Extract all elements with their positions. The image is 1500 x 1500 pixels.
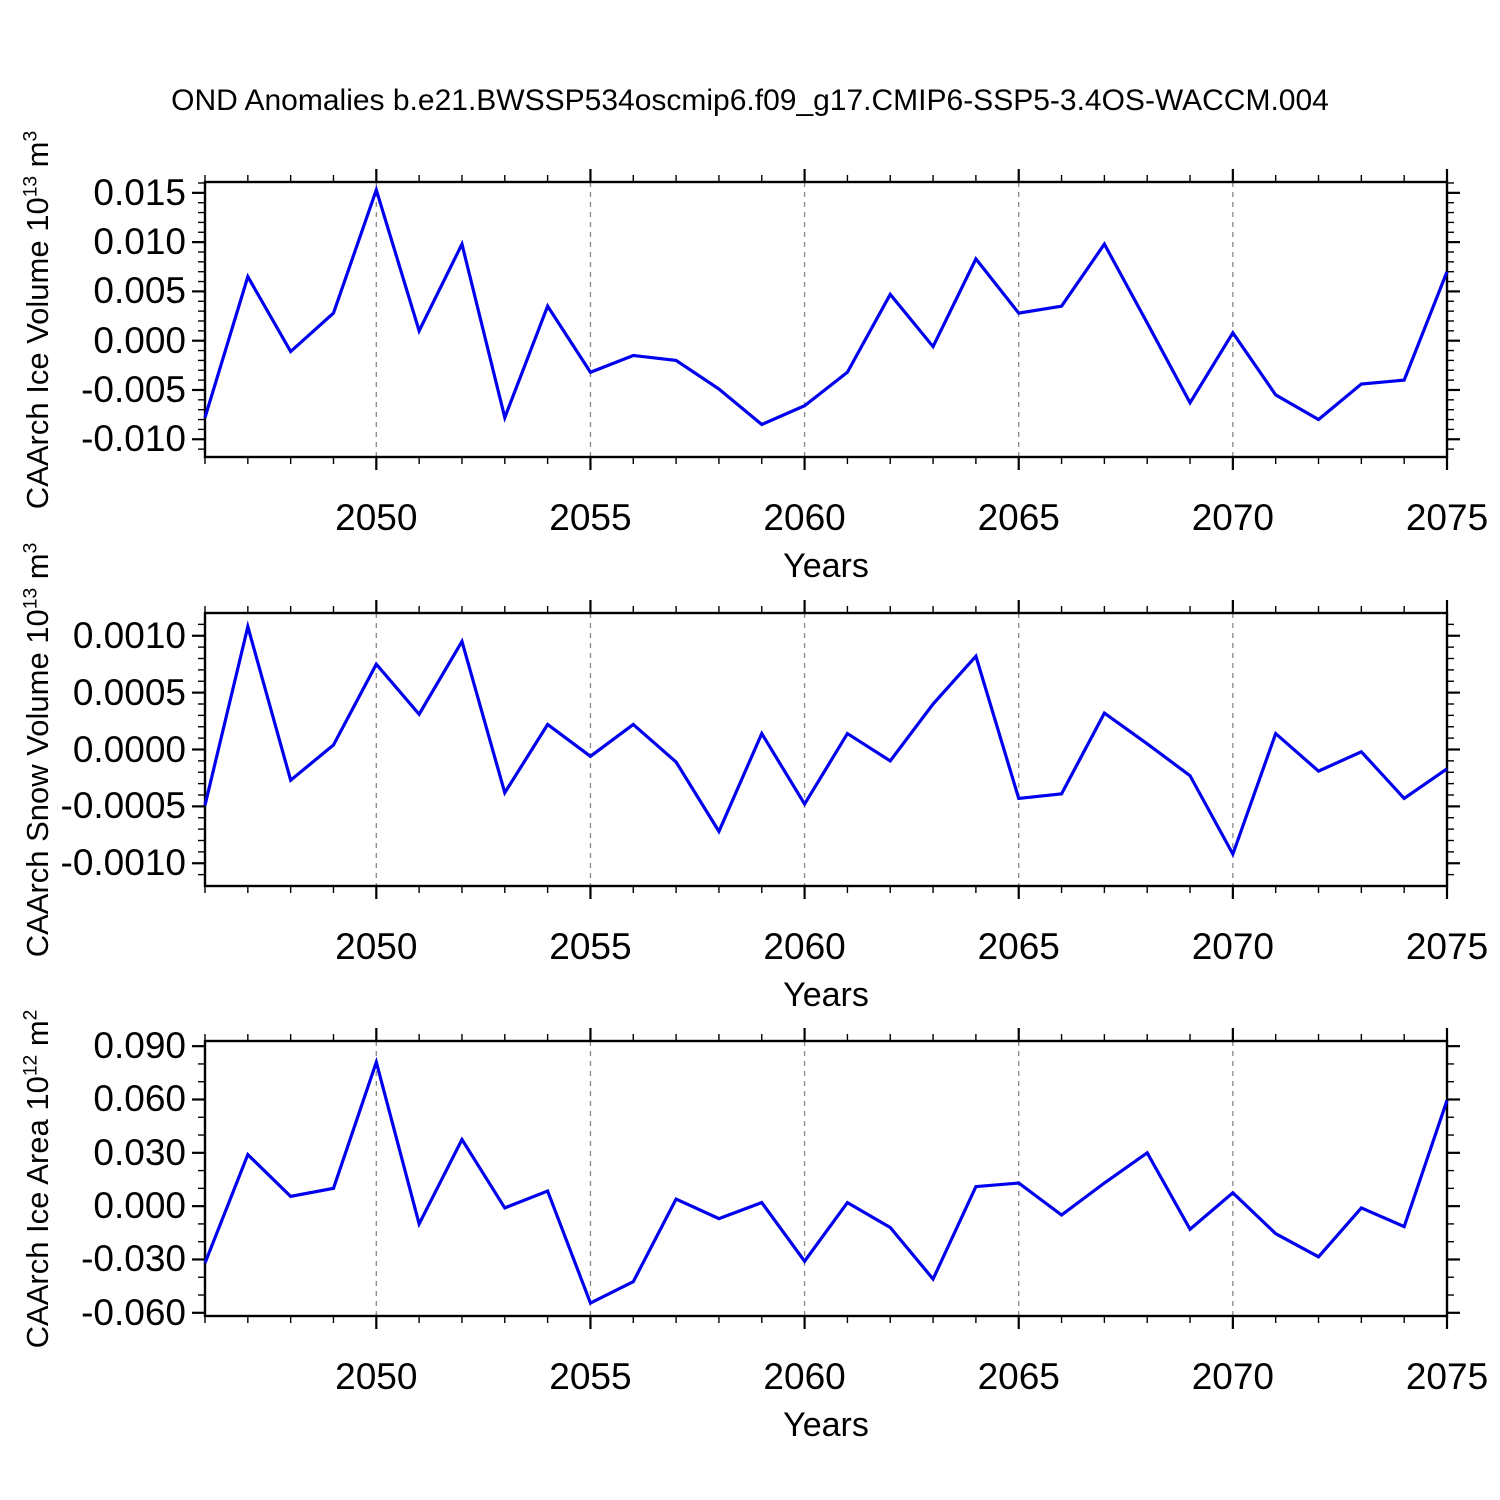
panel1-x-tick-label: 2060 [763, 497, 846, 538]
panel2-x-tick-label: 2060 [763, 926, 846, 967]
panel1-y-tick-label: -0.010 [81, 418, 186, 460]
panel3-x-tick-label: 2070 [1191, 1356, 1275, 1397]
panel2-x-tick-label: 2070 [1191, 926, 1275, 967]
plot-box [203, 180, 1449, 459]
panel2-y-tick-label: 0.0000 [72, 728, 186, 770]
plot-box [203, 611, 1449, 888]
panel3-x-tick-label: 2055 [549, 1356, 632, 1397]
chart-title: OND Anomalies b.e21.BWSSP534oscmip6.f09_… [171, 84, 1329, 117]
panel1-y-tick-label: -0.005 [81, 368, 186, 410]
panel2-y-tick-label: 0.0010 [72, 614, 186, 656]
panel3-data-line [203, 1056, 1449, 1306]
panel3-y-tick-label: 0.060 [93, 1078, 186, 1120]
panel3-y-tick-label: -0.030 [81, 1238, 186, 1280]
panel3-x-axis-title: Years [783, 1406, 869, 1444]
panel2-y-tick-label: 0.0005 [72, 671, 186, 713]
panel2-y-tick-label: -0.0010 [60, 842, 187, 884]
panel3-x-tick-label: 2075 [1405, 1356, 1489, 1397]
panel2-x-tick-label: 2050 [335, 926, 418, 967]
panel2-y-tick-label: -0.0005 [60, 785, 187, 827]
panel3-x-tick-label: 2060 [763, 1356, 846, 1397]
plot-box [203, 1039, 1449, 1318]
panel1-x-tick-label: 2055 [549, 497, 632, 538]
panel1-y-tick-label: 0.000 [93, 319, 186, 361]
panel1-y-tick-label: 0.015 [93, 171, 186, 213]
panel1-x-tick-label: 2075 [1405, 497, 1489, 538]
panel3-y-axis-title: CAArch Ice Area 1012 m2 [20, 1009, 55, 1348]
panel1-x-tick-label: 2065 [977, 497, 1060, 538]
panel1-x-axis-title: Years [783, 547, 869, 585]
panel2-data-line [203, 620, 1448, 859]
panel2-x-tick-label: 2065 [977, 926, 1060, 967]
panel1-x-tick-label: 2070 [1191, 497, 1275, 538]
panel1-data-line [203, 184, 1449, 427]
panel1-y-tick-label: 0.010 [93, 221, 186, 263]
panel2-x-axis-title: Years [783, 976, 869, 1014]
panel3-y-tick-label: -0.060 [81, 1291, 186, 1333]
panel1-y-tick-label: 0.005 [93, 270, 186, 312]
panel3-y-tick-label: 0.000 [93, 1185, 186, 1227]
panel3-x-tick-label: 2050 [335, 1356, 418, 1397]
panel1-x-tick-label: 2050 [335, 497, 418, 538]
panel3-y-tick-label: 0.090 [93, 1025, 186, 1067]
panel3-x-tick-label: 2065 [977, 1356, 1060, 1397]
panel3-y-tick-label: 0.030 [93, 1131, 186, 1173]
panel2-x-tick-label: 2055 [549, 926, 632, 967]
panel2-x-tick-label: 2075 [1405, 926, 1489, 967]
